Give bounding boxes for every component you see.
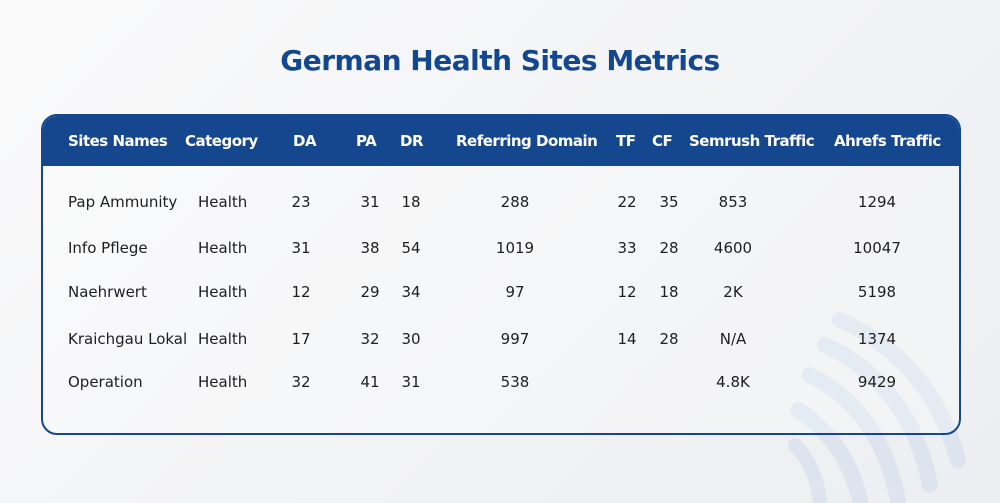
page-title: German Health Sites Metrics bbox=[280, 44, 720, 77]
cell-category: Health bbox=[198, 330, 248, 348]
cell-dr: 30 bbox=[401, 330, 421, 348]
column-header-ahrefs-traffic: Ahrefs Traffic bbox=[834, 132, 941, 150]
globe-watermark-icon bbox=[788, 312, 966, 503]
cell-da: 31 bbox=[291, 239, 311, 257]
cell-ahrefs-traffic: 1294 bbox=[857, 193, 897, 211]
cell-semrush-traffic: 4.8K bbox=[716, 373, 750, 391]
cell-cf: 28 bbox=[659, 239, 679, 257]
cell-pa: 38 bbox=[360, 239, 380, 257]
column-header-referring-domain: Referring Domain bbox=[456, 132, 598, 150]
cell-site-name: Info Pflege bbox=[68, 239, 148, 257]
table-row: Info Pflege Health 31 38 54 1019 33 28 4600 10047 bbox=[43, 236, 959, 260]
cell-da: 32 bbox=[291, 373, 311, 391]
cell-dr: 31 bbox=[401, 373, 421, 391]
column-header-cf: CF bbox=[652, 132, 673, 150]
cell-ahrefs-traffic: 10047 bbox=[853, 239, 901, 257]
cell-cf: 28 bbox=[659, 330, 679, 348]
metrics-table: Sites Names Category DA PA DR Referring Domai… bbox=[41, 114, 961, 435]
cell-pa: 29 bbox=[360, 283, 380, 301]
table-row: Naehrwert Health 12 29 34 97 12 18 2K 5198 bbox=[43, 280, 959, 304]
cell-ahrefs-traffic: 9429 bbox=[857, 373, 897, 391]
cell-tf: 14 bbox=[617, 330, 637, 348]
cell-tf: 12 bbox=[617, 283, 637, 301]
cell-referring-domain: 97 bbox=[505, 283, 525, 301]
cell-tf: 22 bbox=[617, 193, 637, 211]
cell-cf: 35 bbox=[659, 193, 679, 211]
column-header-category: Category bbox=[185, 132, 258, 150]
cell-site-name: Kraichgau Lokal bbox=[68, 330, 188, 348]
cell-category: Health bbox=[198, 283, 248, 301]
cell-category: Health bbox=[198, 193, 248, 211]
cell-referring-domain: 538 bbox=[500, 373, 530, 391]
cell-semrush-traffic: 4600 bbox=[713, 239, 753, 257]
column-header-site-name: Sites Names bbox=[68, 132, 168, 150]
cell-tf: 33 bbox=[617, 239, 637, 257]
cell-dr: 18 bbox=[401, 193, 421, 211]
column-header-dr: DR bbox=[400, 132, 424, 150]
cell-ahrefs-traffic: 1374 bbox=[857, 330, 897, 348]
cell-pa: 31 bbox=[360, 193, 380, 211]
cell-site-name: Pap Ammunity bbox=[68, 193, 178, 211]
table-row: Pap Ammunity Health 23 31 18 288 22 35 853 1294 bbox=[43, 190, 959, 214]
cell-da: 23 bbox=[291, 193, 311, 211]
cell-referring-domain: 1019 bbox=[495, 239, 535, 257]
cell-category: Health bbox=[198, 373, 248, 391]
cell-referring-domain: 997 bbox=[500, 330, 530, 348]
column-header-da: DA bbox=[293, 132, 317, 150]
cell-pa: 41 bbox=[360, 373, 380, 391]
cell-site-name: Naehrwert bbox=[68, 283, 147, 301]
cell-category: Health bbox=[198, 239, 248, 257]
cell-pa: 32 bbox=[360, 330, 380, 348]
column-header-pa: PA bbox=[356, 132, 377, 150]
column-header-semrush-traffic: Semrush Traffic bbox=[689, 132, 815, 150]
table-header: Sites Names Category DA PA DR Referring Domai… bbox=[43, 116, 959, 166]
cell-semrush-traffic: 853 bbox=[718, 193, 748, 211]
cell-cf: 18 bbox=[659, 283, 679, 301]
cell-ahrefs-traffic: 5198 bbox=[857, 283, 897, 301]
cell-da: 12 bbox=[291, 283, 311, 301]
cell-dr: 34 bbox=[401, 283, 421, 301]
cell-dr: 54 bbox=[401, 239, 421, 257]
column-header-tf: TF bbox=[616, 132, 636, 150]
table-row: Operation Health 32 41 31 538 4.8K 9429 bbox=[43, 370, 959, 394]
cell-semrush-traffic: N/A bbox=[719, 330, 747, 348]
cell-da: 17 bbox=[291, 330, 311, 348]
cell-referring-domain: 288 bbox=[500, 193, 530, 211]
cell-site-name: Operation bbox=[68, 373, 143, 391]
cell-semrush-traffic: 2K bbox=[723, 283, 743, 301]
table-row: Kraichgau Lokal Health 17 32 30 997 14 28 N/A 137… bbox=[43, 327, 959, 351]
